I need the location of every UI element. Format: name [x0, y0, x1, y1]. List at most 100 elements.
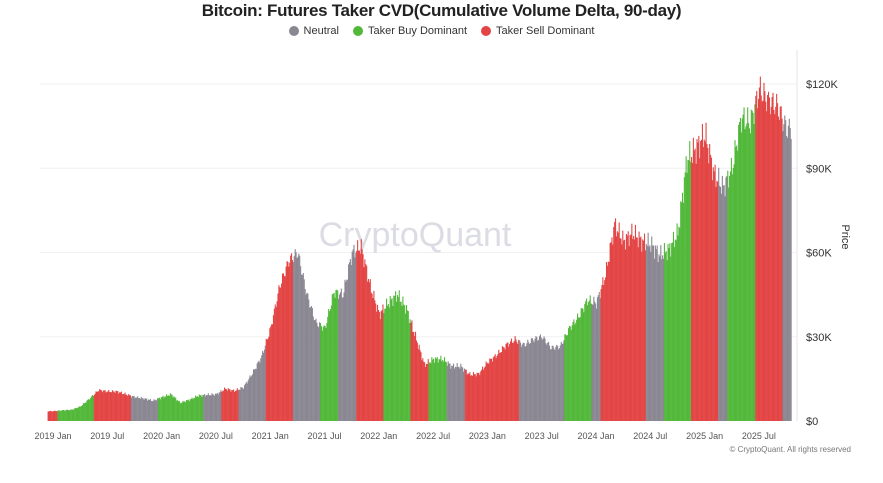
price-bar-buy	[569, 326, 571, 421]
price-bar-neutral	[592, 304, 594, 421]
price-bar-sell	[765, 101, 767, 421]
price-bar-sell	[613, 227, 615, 421]
x-tick-label: 2022 Jul	[416, 431, 450, 441]
price-bar-sell	[375, 303, 377, 421]
price-bar-sell	[427, 359, 429, 421]
price-bar-sell	[619, 238, 621, 421]
price-bar-buy	[195, 395, 197, 421]
price-bar-neutral	[150, 401, 152, 421]
price-bar-neutral	[130, 397, 132, 421]
x-tick-label: 2019 Jul	[90, 431, 124, 441]
price-bar-buy	[399, 302, 401, 421]
price-bar-neutral	[548, 341, 550, 421]
price-bar-sell	[612, 244, 614, 421]
price-bar-neutral	[350, 265, 352, 421]
price-bar-sell	[629, 235, 631, 421]
x-tick-label: 2020 Jul	[199, 431, 233, 441]
price-bar-neutral	[342, 297, 344, 421]
price-bar-sell	[101, 392, 103, 421]
price-bar-buy	[673, 247, 675, 421]
price-bar-sell	[411, 320, 413, 421]
price-bar-sell	[600, 289, 602, 421]
price-bar-buy	[433, 358, 435, 421]
legend-item-sell[interactable]: Taker Sell Dominant	[481, 25, 594, 37]
price-bar-sell	[424, 362, 426, 421]
price-bar-neutral	[204, 394, 206, 421]
price-bar-neutral	[246, 383, 248, 421]
price-bar-neutral	[718, 167, 720, 421]
price-bar-sell	[105, 392, 107, 421]
price-bar-sell	[421, 360, 423, 421]
legend-item-neutral[interactable]: Neutral	[288, 25, 339, 37]
price-bar-sell	[414, 336, 416, 421]
price-bar-sell	[123, 394, 125, 421]
price-bar-buy	[330, 305, 332, 421]
price-bar-buy	[398, 290, 400, 421]
legend-item-buy[interactable]: Taker Buy Dominant	[352, 25, 467, 37]
price-bar-sell	[774, 114, 776, 421]
price-bar-buy	[669, 243, 671, 421]
price-bar-sell	[468, 373, 470, 421]
price-bar-neutral	[549, 349, 551, 421]
price-bar-neutral	[313, 320, 315, 421]
price-bar-sell	[763, 82, 765, 421]
y-tick-label: $60K	[806, 248, 832, 260]
price-bar-sell	[699, 158, 701, 422]
price-bar-neutral	[455, 367, 457, 421]
price-bar-sell	[234, 392, 236, 421]
price-bar-neutral	[338, 298, 340, 421]
price-bar-neutral	[297, 256, 299, 421]
price-bar-buy	[175, 397, 177, 421]
price-bar-neutral	[538, 339, 540, 421]
price-bar-neutral	[299, 255, 301, 421]
price-bar-buy	[428, 363, 430, 421]
price-bar-buy	[440, 355, 442, 421]
price-bar-sell	[635, 237, 637, 421]
price-bar-neutral	[142, 398, 144, 421]
price-bar-sell	[768, 97, 770, 422]
price-bar-sell	[277, 293, 279, 421]
price-bar-buy	[584, 304, 586, 421]
price-bar-neutral	[238, 389, 240, 421]
price-bar-sell	[481, 366, 484, 421]
price-bar-neutral	[353, 244, 355, 421]
price-bar-sell	[637, 247, 639, 421]
price-bar-sell	[281, 283, 283, 421]
price-bar-neutral	[215, 393, 217, 421]
price-bar-neutral	[519, 340, 521, 421]
price-bar-neutral	[244, 383, 246, 421]
price-bar-sell	[469, 372, 471, 421]
copyright: © CryptoQuant. All rights reserved	[729, 445, 852, 454]
price-bar-neutral	[147, 400, 149, 421]
price-bar-neutral	[546, 344, 548, 421]
price-bar-sell	[694, 148, 696, 421]
price-bar-buy	[202, 394, 204, 421]
price-bar-sell	[413, 331, 415, 421]
price-bar-buy	[587, 302, 589, 421]
price-bar-neutral	[653, 258, 656, 421]
price-bar-sell	[517, 344, 519, 421]
price-bar-sell	[707, 147, 709, 422]
price-bar-sell	[232, 390, 234, 421]
price-bar-sell	[283, 275, 285, 421]
buy-swatch-icon	[352, 26, 363, 36]
price-bar-sell	[121, 394, 123, 421]
price-bar-buy	[678, 226, 680, 421]
price-bar-buy	[404, 305, 406, 421]
price-bar-sell	[108, 390, 110, 421]
price-bar-buy	[567, 328, 570, 421]
price-bar-neutral	[457, 367, 459, 421]
price-bar-sell	[491, 358, 493, 421]
price-bar-sell	[360, 239, 362, 421]
price-bar-neutral	[146, 398, 148, 421]
price-bar-sell	[606, 265, 608, 421]
price-bar-sell	[622, 230, 624, 421]
price-bar-buy	[745, 126, 747, 422]
price-bar-neutral	[530, 338, 532, 421]
watermark: CryptoQuant	[319, 216, 512, 254]
price-bar-sell	[279, 287, 281, 421]
price-bar-buy	[185, 402, 187, 421]
price-bar-neutral	[302, 273, 304, 421]
price-bar-sell	[291, 260, 294, 421]
price-bar-sell	[367, 281, 369, 421]
